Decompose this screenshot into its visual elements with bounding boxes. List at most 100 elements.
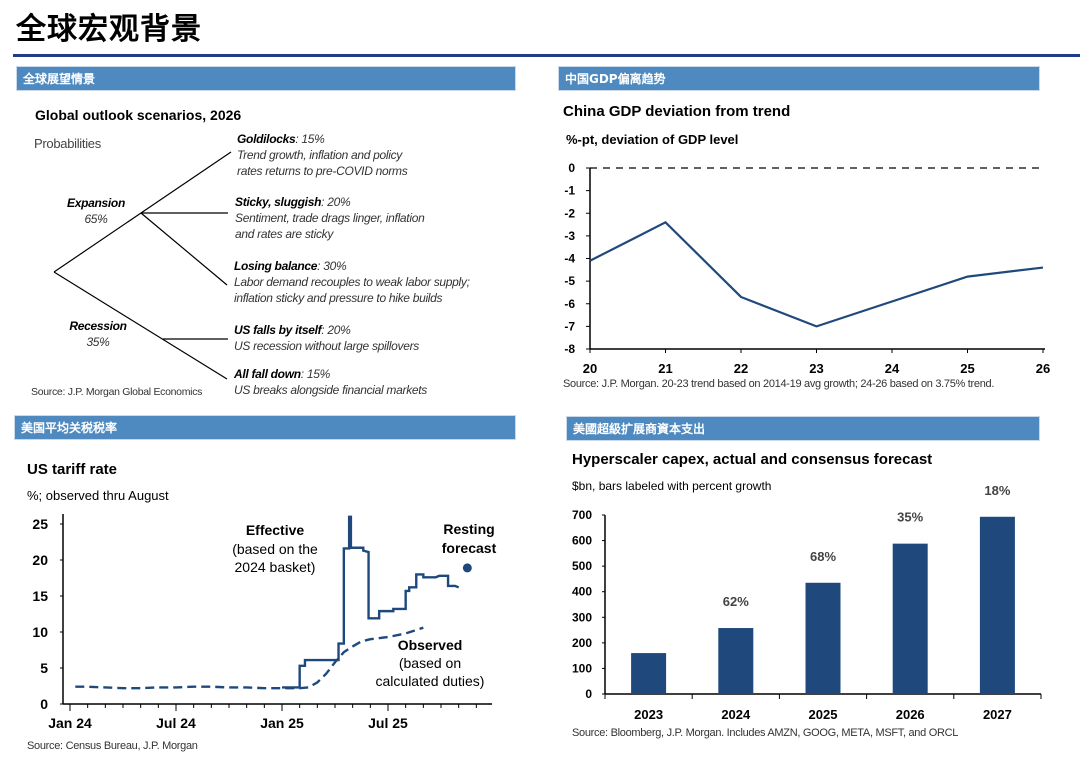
section-header-hyperscaler-capex: 美國超級扩展商資本支出 [566, 416, 1040, 441]
section-header-us-tariff: 美国平均关税税率 [14, 415, 516, 440]
x-tick-label: 26 [1036, 361, 1050, 376]
y-tick-label: 10 [32, 624, 48, 640]
y-tick-label: -5 [564, 274, 575, 288]
y-tick-label: 300 [572, 610, 592, 624]
x-tick-label: 23 [809, 361, 823, 376]
bar-growth-label: 18% [984, 483, 1010, 498]
annotation-effective-note: 2024 basket) [235, 559, 316, 575]
node-expansion-prob: 65% [84, 212, 108, 226]
x-tick-label: 20 [583, 361, 597, 376]
bar-2023 [631, 653, 667, 694]
china-chart-title: China GDP deviation from trend [563, 103, 791, 120]
leaf-all-fall-down: All fall down: 15% US breaks alongside f… [234, 366, 427, 398]
annotation-effective-note: (based on the [232, 541, 318, 557]
series-line-effective [282, 515, 460, 689]
leaf-name: US falls by itself [234, 323, 322, 337]
annotation-observed-note: (based on [399, 655, 461, 671]
scenario-title: Global outlook scenarios, 2026 [35, 107, 242, 123]
leaf-desc: inflation sticky and pressure to hike bu… [234, 291, 443, 305]
leaf-name: All fall down [234, 367, 301, 381]
x-tick-label: Jan 24 [48, 715, 92, 731]
y-tick-label: -3 [564, 229, 575, 243]
y-tick-label: -8 [564, 342, 575, 356]
x-tick-label: 24 [885, 361, 900, 376]
scenario-subtitle: Probabilities [34, 136, 101, 151]
leaf-desc: US breaks alongside financial markets [234, 383, 428, 397]
annotation-forecast: Resting [443, 521, 494, 537]
annotation-observed-note: calculated duties) [376, 673, 485, 689]
tariff-chart-source: Source: Census Bureau, J.P. Morgan [27, 740, 198, 752]
leaf-sticky-sluggish: Sticky, sluggish: 20% Sentiment, trade d… [235, 194, 425, 242]
scenario-source: Source: J.P. Morgan Global Economics [31, 386, 203, 398]
section-header-china-gdp: 中国GDP偏离趋势 [558, 66, 1040, 91]
leaf-name: Losing balance [234, 259, 318, 273]
y-tick-label: 400 [572, 585, 592, 599]
china-chart-ylabel: %-pt, deviation of GDP level [566, 132, 739, 147]
annotation-forecast-note: forecast [442, 540, 497, 556]
branch-goldilocks [140, 151, 232, 214]
us-tariff-chart: 0 5 10 15 20 25 Jan 24 Jul 24 Jan 25 Jul 25 Effect… [32, 514, 497, 731]
y-tick-label: 600 [572, 534, 592, 548]
bar-growth-label: 68% [810, 549, 836, 564]
x-tick-label: 22 [734, 361, 748, 376]
node-recession-name: Recession [69, 319, 127, 333]
y-tick-label: 15 [32, 588, 48, 604]
x-tick-label: 2025 [809, 707, 838, 722]
leaf-prob: : 15% [295, 132, 325, 146]
leaf-prob: : 30% [317, 259, 347, 273]
leaf-name: Sticky, sluggish [235, 195, 322, 209]
leaf-losing-balance: Losing balance: 30% Labor demand recoupl… [234, 258, 470, 306]
bar-2024 [718, 628, 754, 694]
node-recession-prob: 35% [86, 335, 110, 349]
x-tick-label: 25 [960, 361, 974, 376]
bar-2026 [892, 543, 928, 694]
y-tick-label: -6 [564, 297, 575, 311]
x-tick-label: 21 [658, 361, 672, 376]
y-tick-label: 500 [572, 559, 592, 573]
node-expansion: Expansion 65% [66, 195, 126, 227]
y-tick-label: -4 [564, 252, 575, 266]
bar-2025 [805, 582, 841, 694]
node-expansion-name: Expansion [67, 196, 125, 210]
y-tick-label: -2 [564, 206, 575, 220]
y-tick-label: 200 [572, 636, 592, 650]
china-gdp-chart: 0 -1 -2 -3 -4 -5 -6 -7 -8 20 21 22 23 24 25 26 [564, 161, 1050, 376]
y-tick-label: 0 [40, 696, 48, 712]
leaf-desc: Sentiment, trade drags linger, inflation [235, 211, 425, 225]
x-tick-label: 2027 [983, 707, 1012, 722]
x-tick-label: Jul 24 [156, 715, 196, 731]
x-tick-label: 2023 [634, 707, 663, 722]
y-tick-label: 20 [32, 552, 48, 568]
node-recession: Recession 35% [67, 318, 129, 350]
annotation-observed: Observed [398, 637, 463, 653]
bar-growth-label: 62% [723, 594, 749, 609]
page-title: 全球宏观背景 [16, 12, 202, 47]
leaf-name: Goldilocks [237, 132, 296, 146]
section-header-global-outlook: 全球展望情景 [16, 66, 516, 91]
bar-growth-label: 35% [897, 510, 923, 525]
x-tick-label: 2024 [721, 707, 751, 722]
y-tick-label: 100 [572, 661, 592, 675]
y-tick-label: 25 [32, 516, 48, 532]
title-divider [13, 54, 1080, 57]
y-tick-label: 0 [585, 687, 592, 701]
leaf-desc: and rates are sticky [235, 227, 334, 241]
leaf-desc: Labor demand recouples to weak labor sup… [234, 275, 470, 289]
y-tick-label: 700 [572, 508, 592, 522]
capex-chart-ylabel: $bn, bars labeled with percent growth [572, 479, 772, 493]
x-tick-label: 2026 [896, 707, 925, 722]
y-tick-label: -7 [564, 319, 575, 333]
y-tick-label: 0 [568, 161, 575, 175]
branch-losing-balance [140, 212, 228, 286]
china-chart-source: Source: J.P. Morgan. 20-23 trend based o… [563, 378, 995, 390]
capex-chart-title: Hyperscaler capex, actual and consensus … [572, 451, 933, 468]
tariff-chart-ylabel: %; observed thru August [27, 488, 169, 503]
y-tick-label: 5 [40, 660, 48, 676]
tariff-chart-title: US tariff rate [27, 461, 118, 478]
annotation-effective: Effective [246, 522, 305, 538]
y-tick-label: -1 [564, 184, 575, 198]
leaf-desc: rates returns to pre-COVID norms [237, 164, 408, 178]
leaf-goldilocks: Goldilocks: 15% Trend growth, inflation … [237, 131, 408, 179]
branch-expansion [53, 212, 142, 273]
